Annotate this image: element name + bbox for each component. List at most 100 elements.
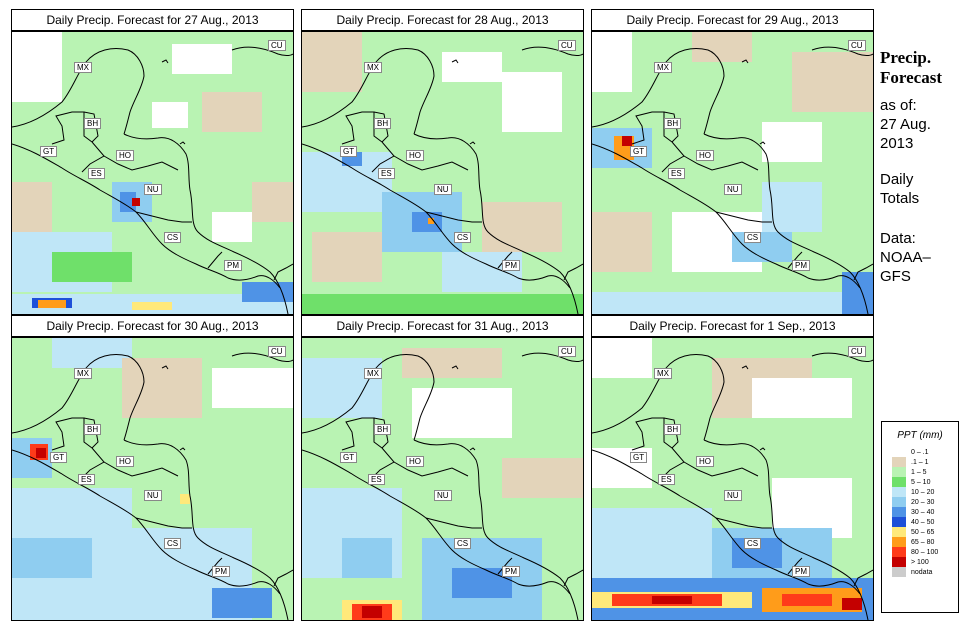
precip-map[interactable]: MX CU BH GT HO ES NU CS PM <box>11 31 294 315</box>
label-nu: NU <box>144 490 162 501</box>
precip-legend: PPT (mm) 0 – .1 .1 – 1 1 – 5 5 – 10 10 – 20 2… <box>881 421 959 613</box>
panel-title: Daily Precip. Forecast for 28 Aug., 2013 <box>301 9 584 31</box>
label-cu: CU <box>558 346 576 357</box>
data-line2: NOAA– <box>880 249 931 266</box>
label-cs: CS <box>744 232 762 243</box>
legend-swatch <box>892 547 906 557</box>
side-title-line1: Precip. <box>880 48 932 67</box>
legend-item: 0 – .1 <box>892 447 958 457</box>
asof-date-line2: 2013 <box>880 135 914 152</box>
label-mx: MX <box>364 368 382 379</box>
forecast-panel-1-sep: Daily Precip. Forecast for 1 Sep., 2013 … <box>591 315 874 621</box>
precip-map[interactable]: MX CU BH GT HO ES NU CS PM <box>301 337 584 621</box>
side-daily: Daily Totals <box>880 170 919 208</box>
legend-label: nodata <box>911 568 933 576</box>
label-bh: BH <box>374 118 392 129</box>
legend-item: .1 – 1 <box>892 457 958 467</box>
label-mx: MX <box>74 368 92 379</box>
label-nu: NU <box>724 490 742 501</box>
label-cs: CS <box>454 538 472 549</box>
label-ho: HO <box>116 456 134 467</box>
label-es: ES <box>368 474 385 485</box>
precip-map[interactable]: MX CU BH GT HO ES NU CS PM <box>11 337 294 621</box>
label-cs: CS <box>164 538 182 549</box>
legend-swatch <box>892 517 906 527</box>
label-mx: MX <box>654 62 672 73</box>
label-es: ES <box>78 474 95 485</box>
legend-swatch <box>892 457 906 467</box>
label-ho: HO <box>406 456 424 467</box>
label-pm: PM <box>792 566 810 577</box>
legend-label: 80 – 100 <box>911 548 939 556</box>
label-gt: GT <box>50 452 68 463</box>
label-pm: PM <box>792 260 810 271</box>
label-mx: MX <box>654 368 672 379</box>
legend-item: > 100 <box>892 557 958 567</box>
label-bh: BH <box>664 118 682 129</box>
legend-label: 20 – 30 <box>911 498 935 506</box>
label-cu: CU <box>848 40 866 51</box>
side-title-line2: Forecast <box>880 68 942 87</box>
label-pm: PM <box>224 260 242 271</box>
legend-swatch <box>892 567 906 577</box>
legend-title: PPT (mm) <box>897 430 943 441</box>
label-nu: NU <box>144 184 162 195</box>
daily-line1: Daily <box>880 171 914 188</box>
label-gt: GT <box>340 146 358 157</box>
legend-item: 1 – 5 <box>892 467 958 477</box>
label-nu: NU <box>434 490 452 501</box>
label-cu: CU <box>268 40 286 51</box>
label-nu: NU <box>434 184 452 195</box>
precip-map[interactable]: MX CU BH GT HO ES NU CS PM <box>301 31 584 315</box>
legend-swatch <box>892 497 906 507</box>
panel-title: Daily Precip. Forecast for 1 Sep., 2013 <box>591 315 874 337</box>
label-gt: GT <box>40 146 58 157</box>
legend-label: 40 – 50 <box>911 518 935 526</box>
label-ho: HO <box>116 150 134 161</box>
label-cu: CU <box>558 40 576 51</box>
legend-swatch <box>892 447 906 457</box>
label-bh: BH <box>374 424 392 435</box>
label-ho: HO <box>406 150 424 161</box>
panel-title: Daily Precip. Forecast for 30 Aug., 2013 <box>11 315 294 337</box>
legend-rows: 0 – .1 .1 – 1 1 – 5 5 – 10 10 – 20 20 – 30 30 … <box>882 447 958 577</box>
legend-swatch <box>892 557 906 567</box>
label-bh: BH <box>664 424 682 435</box>
legend-label: 0 – .1 <box>911 448 929 456</box>
asof-date-line1: 27 Aug. <box>880 116 931 133</box>
label-pm: PM <box>212 566 230 577</box>
label-mx: MX <box>364 62 382 73</box>
data-line1: Data: <box>880 230 916 247</box>
label-es: ES <box>88 168 105 179</box>
data-line3: GFS <box>880 268 911 285</box>
legend-swatch <box>892 487 906 497</box>
label-es: ES <box>378 168 395 179</box>
label-cs: CS <box>164 232 182 243</box>
forecast-panel-27-aug: Daily Precip. Forecast for 27 Aug., 2013… <box>11 9 294 315</box>
legend-swatch <box>892 467 906 477</box>
asof-label: as of: <box>880 97 917 114</box>
label-es: ES <box>658 474 675 485</box>
legend-swatch <box>892 527 906 537</box>
panel-title: Daily Precip. Forecast for 31 Aug., 2013 <box>301 315 584 337</box>
forecast-panel-31-aug: Daily Precip. Forecast for 31 Aug., 2013… <box>301 315 584 621</box>
forecast-panel-29-aug: Daily Precip. Forecast for 29 Aug., 2013… <box>591 9 874 315</box>
legend-item: nodata <box>892 567 958 577</box>
label-ho: HO <box>696 150 714 161</box>
label-cu: CU <box>268 346 286 357</box>
panel-title: Daily Precip. Forecast for 27 Aug., 2013 <box>11 9 294 31</box>
precip-map[interactable]: MX CU BH GT HO ES NU CS PM <box>591 337 874 621</box>
legend-label: 5 – 10 <box>911 478 931 486</box>
label-bh: BH <box>84 424 102 435</box>
side-data-source: Data: NOAA– GFS <box>880 229 931 286</box>
legend-label: 30 – 40 <box>911 508 935 516</box>
label-pm: PM <box>502 260 520 271</box>
legend-item: 5 – 10 <box>892 477 958 487</box>
legend-label: 50 – 65 <box>911 528 935 536</box>
legend-item: 80 – 100 <box>892 547 958 557</box>
legend-item: 50 – 65 <box>892 527 958 537</box>
precip-map[interactable]: MX CU BH GT HO ES NU CS PM <box>591 31 874 315</box>
side-asof: as of: 27 Aug. 2013 <box>880 96 931 153</box>
legend-item: 10 – 20 <box>892 487 958 497</box>
label-es: ES <box>668 168 685 179</box>
